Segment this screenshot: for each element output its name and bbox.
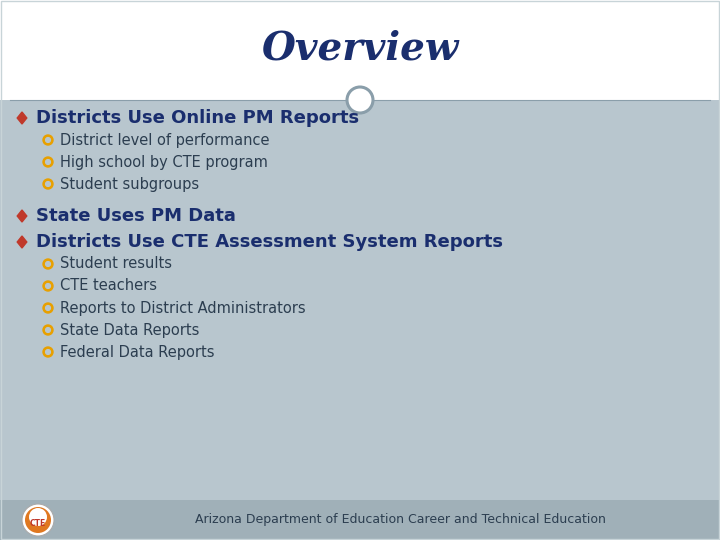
Circle shape	[45, 160, 50, 164]
Text: District level of performance: District level of performance	[60, 132, 269, 147]
Circle shape	[45, 328, 50, 333]
Circle shape	[29, 508, 47, 526]
Text: CTE teachers: CTE teachers	[60, 279, 157, 294]
FancyBboxPatch shape	[0, 500, 720, 540]
FancyBboxPatch shape	[0, 0, 720, 100]
Text: Student subgroups: Student subgroups	[60, 177, 199, 192]
Circle shape	[43, 281, 53, 291]
Circle shape	[43, 157, 53, 167]
Text: State Data Reports: State Data Reports	[60, 322, 199, 338]
Polygon shape	[17, 112, 27, 124]
Text: State Uses PM Data: State Uses PM Data	[36, 207, 236, 225]
Circle shape	[43, 347, 53, 357]
Polygon shape	[17, 236, 27, 248]
Text: High school by CTE program: High school by CTE program	[60, 154, 268, 170]
Circle shape	[25, 507, 51, 533]
Circle shape	[45, 284, 50, 288]
Circle shape	[43, 135, 53, 145]
Text: Student results: Student results	[60, 256, 172, 272]
Circle shape	[22, 504, 54, 536]
Text: Reports to District Administrators: Reports to District Administrators	[60, 300, 305, 315]
Circle shape	[43, 179, 53, 189]
Text: Districts Use Online PM Reports: Districts Use Online PM Reports	[36, 109, 359, 127]
Text: Arizona Department of Education Career and Technical Education: Arizona Department of Education Career a…	[194, 514, 606, 526]
Circle shape	[43, 325, 53, 335]
FancyBboxPatch shape	[0, 100, 720, 500]
Circle shape	[347, 87, 373, 113]
Polygon shape	[17, 210, 27, 222]
Circle shape	[43, 259, 53, 269]
Circle shape	[45, 138, 50, 143]
Circle shape	[43, 303, 53, 313]
Text: Federal Data Reports: Federal Data Reports	[60, 345, 215, 360]
Circle shape	[45, 261, 50, 266]
Text: Overview: Overview	[261, 29, 459, 67]
Circle shape	[45, 349, 50, 354]
Text: Districts Use CTE Assessment System Reports: Districts Use CTE Assessment System Repo…	[36, 233, 503, 251]
Circle shape	[45, 306, 50, 310]
Circle shape	[45, 181, 50, 186]
Text: CTE: CTE	[30, 518, 46, 528]
